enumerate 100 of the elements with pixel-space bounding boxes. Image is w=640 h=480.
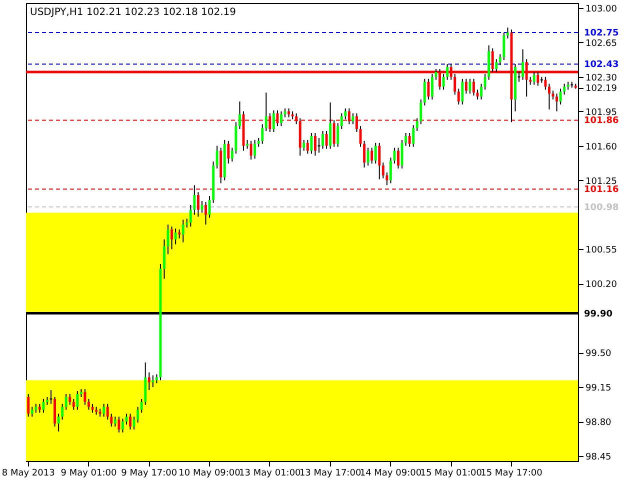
candlestick [72,398,75,410]
candlestick [261,124,264,144]
candlestick [548,83,550,110]
candlestick [148,372,150,391]
candlestick [121,418,124,433]
candlestick [129,413,132,430]
x-tick-label: 15 May 01:00 [420,468,482,478]
candlestick [163,238,166,280]
candlestick [506,27,509,39]
candlestick [310,132,313,154]
ref-line-label: 100.98 [584,202,619,213]
candlestick [408,132,411,148]
candlestick [57,413,60,432]
candlestick [216,145,218,169]
y-tick-label: 100.55 [586,246,617,256]
candlestick [325,130,328,150]
ref-line-label: 101.16 [584,185,619,196]
candlestick [457,88,460,105]
candlestick [76,390,79,410]
candlestick [152,374,154,388]
candlestick [336,122,340,148]
candlestick [106,403,109,420]
candlestick [182,219,184,243]
candlestick [522,48,524,80]
candlestick [30,406,34,418]
chart-title: USDJPY,H1 102.21 102.23 102.18 102.19 [30,7,236,18]
candlestick [563,83,566,96]
y-tick-label: 101.25 [586,176,617,187]
candlestick [498,54,502,66]
candlestick [136,406,140,424]
candlestick [340,112,343,130]
candlestick [238,100,241,130]
x-tick-label: 9 May 17:00 [121,468,178,478]
candlestick [393,147,396,164]
candlestick [502,32,506,61]
candlestick [468,78,472,94]
y-tick-label: 100.20 [586,280,618,290]
candlestick [397,147,400,169]
candlestick [68,394,72,406]
ref-line-label: 101.86 [584,116,619,126]
candlestick [559,88,562,105]
candlestick [174,228,177,245]
candlestick [430,73,434,100]
y-tick-label: 103.00 [586,4,618,14]
candlestick [193,184,196,216]
candlestick [464,78,468,94]
candlestick [442,73,445,90]
y-tick-label: 98.80 [586,418,612,428]
candlestick [495,58,498,72]
x-tick-label: 13 May 17:00 [299,468,362,478]
candlestick [27,394,30,418]
candlestick [61,403,64,420]
y-tick-label: 101.95 [586,108,617,118]
candlestick [374,142,377,164]
candlestick [170,226,174,250]
candlestick [302,139,306,152]
y-tick-label: 102.65 [586,38,617,49]
x-tick-label: 9 May 01:00 [60,468,118,478]
candlestick [280,110,282,127]
candlestick [366,147,370,166]
candlestick [208,196,211,218]
candlestick [446,64,449,80]
candlestick [272,110,275,133]
candlestick [102,403,106,418]
candlestick [382,162,384,179]
candlestick [532,71,536,86]
candlestick [416,118,418,132]
y-tick-label: 101.60 [586,142,618,152]
candlestick [427,78,430,100]
candlestick [306,139,309,154]
x-tick-label: 8 May 2013 [2,468,55,478]
candlestick [196,192,200,218]
candlestick [88,398,90,410]
candlestick [250,140,252,160]
x-tick-label: 15 May 17:00 [480,468,543,478]
candlestick [42,398,45,414]
candlestick [254,139,256,160]
x-tick-label: 14 May 09:00 [360,468,422,478]
candlestick [404,132,408,146]
ref-line-label: 102.75 [584,28,619,39]
y-tick-label: 99.15 [586,384,612,394]
candlestick [114,416,116,428]
candlestick [264,92,268,132]
y-tick-label: 102.19 [586,84,618,94]
x-tick-label: 13 May 01:00 [239,468,302,478]
candlestick [378,142,381,180]
candlestick [64,394,68,410]
candlestick [329,102,332,150]
y-tick-label: 102.30 [586,73,618,84]
candlestick [84,388,86,406]
candlestick [518,71,520,82]
candlestick [423,78,426,106]
candlestick [227,140,230,164]
candlestick [230,147,234,162]
candlestick [363,140,366,168]
candlestick [412,124,415,148]
candlestick [132,416,136,430]
candlestick [370,147,374,164]
candlestick [386,172,388,186]
candlestick [189,204,192,228]
